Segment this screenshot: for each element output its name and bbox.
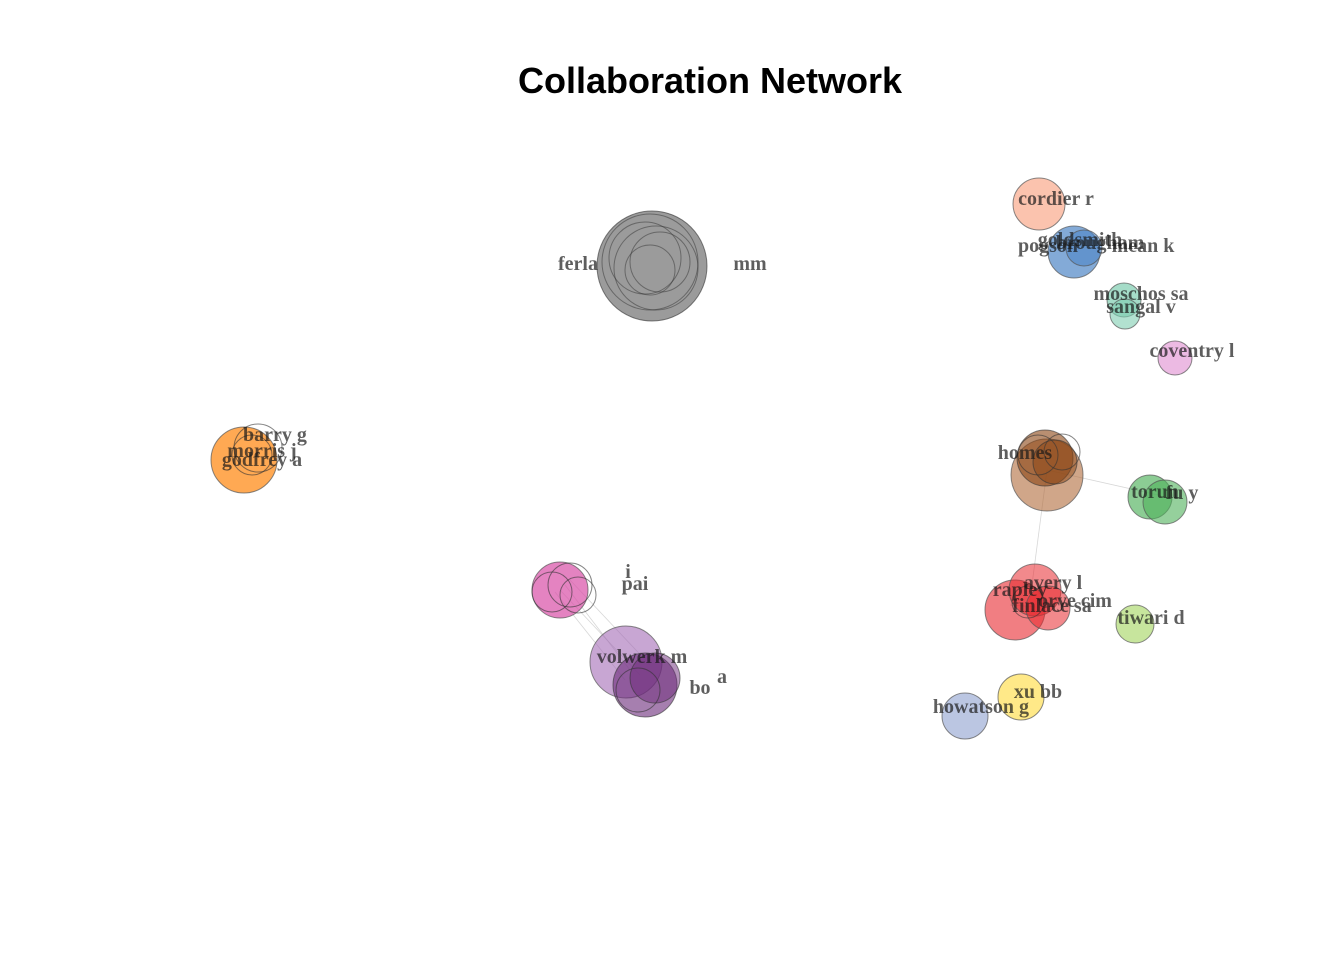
node-teal (1109, 298, 1141, 330)
label-gray-a: ferla (558, 253, 598, 275)
node-magenta-ring (559, 576, 597, 614)
label-finlace: finlace sa (1012, 595, 1091, 617)
label-coventry: coventry l (1150, 340, 1235, 362)
label-gray-b: mm (733, 253, 767, 275)
node-orange-ring (231, 434, 273, 476)
label-xu: xu bb (1014, 681, 1062, 703)
label-magenta-i: i (625, 561, 631, 583)
node-orange-ring (233, 423, 283, 473)
node-cordier (1012, 177, 1066, 231)
nodes (210, 177, 1193, 740)
label-tiwari: tiwari d (1117, 607, 1184, 629)
node-magenta-ring (531, 571, 573, 613)
node-gray-ring (624, 244, 676, 296)
node-gray-ring (629, 231, 691, 293)
label-orye: orye cim (1038, 590, 1112, 612)
label-sangal: sangal v (1106, 296, 1175, 318)
labels: cordier r pogson goldsmith brougham mean… (222, 188, 1235, 718)
node-gray-cluster (596, 210, 708, 322)
node-magenta (531, 561, 589, 619)
label-magenta-pai: pai (622, 573, 649, 595)
label-avery: avery l (1024, 572, 1083, 594)
node-red-ring (1011, 585, 1045, 619)
node-gray-ring (608, 221, 682, 295)
node-lightgreen (1115, 604, 1155, 644)
label-pogson: pogson (1018, 235, 1078, 257)
node-green (1142, 479, 1188, 525)
label-purple-a: a (717, 666, 727, 688)
node-blue (1065, 229, 1103, 267)
label-morris: morris j (227, 440, 296, 462)
label-cordier: cordier r (1018, 188, 1094, 210)
node-lavender (941, 692, 989, 740)
label-purple-bo: bo (689, 677, 710, 699)
chart-title: Collaboration Network (518, 60, 903, 101)
node-red (1025, 585, 1071, 631)
label-torun: torun (1131, 481, 1179, 503)
label-volwerk: volwerk m (597, 646, 688, 668)
node-purple-ring (615, 667, 661, 713)
node-purple-dark (629, 652, 681, 704)
label-godfrey: godfrey a (222, 449, 302, 471)
label-mean: mean k (1112, 235, 1176, 257)
label-rapley: rapley (993, 579, 1047, 601)
label-moschos: moschos sa (1093, 283, 1188, 305)
node-orange (210, 426, 278, 494)
node-magenta-ring (547, 562, 593, 608)
label-barry: barry g (243, 424, 307, 446)
label-brougham: brougham (1056, 232, 1145, 254)
node-brown-ring (1017, 434, 1059, 476)
label-homes: homes (998, 442, 1053, 464)
node-yellow (997, 673, 1045, 721)
label-howatson: howatson g (933, 696, 1029, 718)
node-gray-ring (613, 225, 699, 311)
node-pink (1157, 340, 1193, 376)
label-goldsmith: goldsmith (1038, 229, 1122, 251)
label-fu: fu y (1166, 482, 1199, 504)
node-brown-ring (1043, 433, 1081, 471)
